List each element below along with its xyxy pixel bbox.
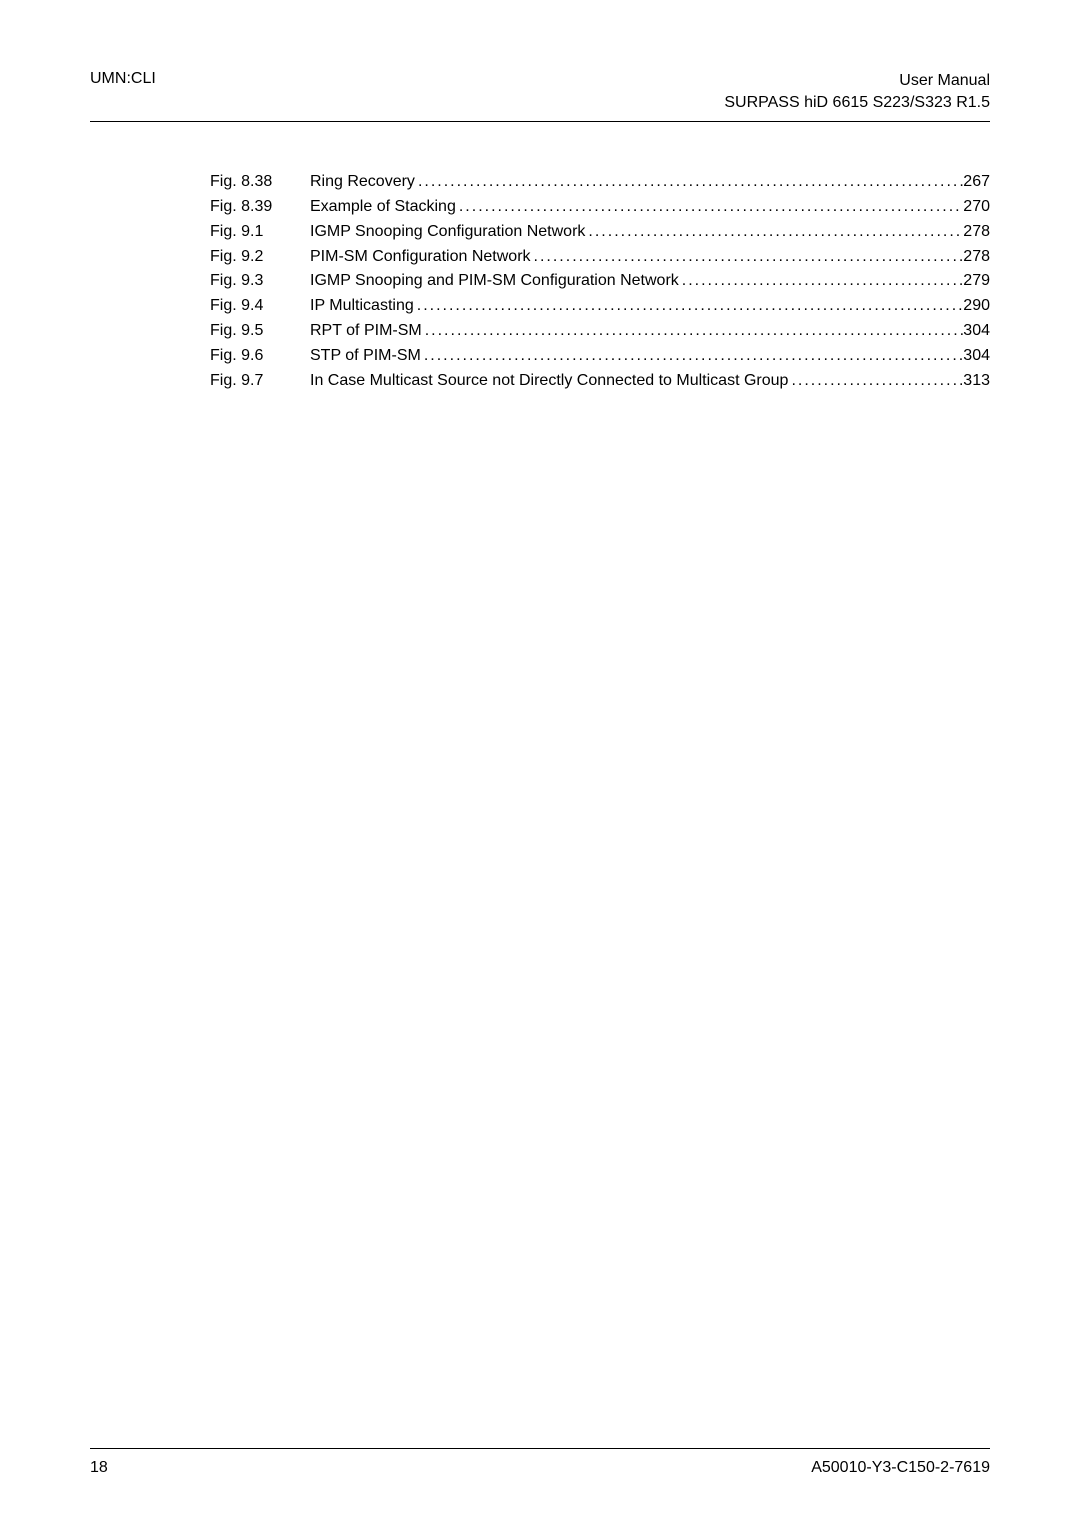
footer-content: 18 A50010-Y3-C150-2-7619 <box>90 1459 990 1477</box>
toc-figure-title: STP of PIM-SM <box>310 344 421 369</box>
toc-entry: Fig. 9.2 PIM-SM Configuration Network ..… <box>210 245 990 270</box>
toc-figure-label: Fig. 8.39 <box>210 195 310 220</box>
toc-figure-title: PIM-SM Configuration Network <box>310 245 531 270</box>
toc-page-number: 313 <box>963 369 990 394</box>
toc-entry: Fig. 9.6 STP of PIM-SM .................… <box>210 344 990 369</box>
toc-leader-dots: ........................................… <box>421 344 963 369</box>
header-right-line1: User Manual <box>724 70 990 92</box>
header-left-title: UMN:CLI <box>90 70 156 88</box>
toc-leader-dots: ........................................… <box>415 170 963 195</box>
toc-figure-title: Ring Recovery <box>310 170 415 195</box>
toc-entry: Fig. 9.7 In Case Multicast Source not Di… <box>210 369 990 394</box>
toc-leader-dots: ........................................… <box>456 195 963 220</box>
toc-leader-dots: ........................................… <box>679 269 964 294</box>
toc-list: Fig. 8.38 Ring Recovery ................… <box>210 170 990 393</box>
footer-divider <box>90 1448 990 1449</box>
toc-leader-dots: ........................................… <box>422 319 964 344</box>
toc-leader-dots: ........................................… <box>585 220 963 245</box>
toc-entry: Fig. 9.5 RPT of PIM-SM .................… <box>210 319 990 344</box>
toc-figure-title: RPT of PIM-SM <box>310 319 422 344</box>
toc-figure-label: Fig. 9.1 <box>210 220 310 245</box>
toc-entry: Fig. 8.39 Example of Stacking ..........… <box>210 195 990 220</box>
toc-leader-dots: ........................................… <box>414 294 964 319</box>
toc-figure-label: Fig. 9.6 <box>210 344 310 369</box>
toc-page-number: 290 <box>963 294 990 319</box>
header-right-block: User Manual SURPASS hiD 6615 S223/S323 R… <box>724 70 990 113</box>
toc-figure-label: Fig. 9.7 <box>210 369 310 394</box>
toc-leader-dots: ........................................… <box>788 369 963 394</box>
toc-figure-label: Fig. 9.3 <box>210 269 310 294</box>
footer-page-number: 18 <box>90 1459 108 1477</box>
toc-page-number: 278 <box>963 220 990 245</box>
page-header: UMN:CLI User Manual SURPASS hiD 6615 S22… <box>90 70 990 113</box>
toc-figure-title: IP Multicasting <box>310 294 414 319</box>
header-divider <box>90 121 990 122</box>
toc-entry: Fig. 9.4 IP Multicasting ...............… <box>210 294 990 319</box>
toc-page-number: 267 <box>963 170 990 195</box>
toc-figure-title: In Case Multicast Source not Directly Co… <box>310 369 788 394</box>
toc-page-number: 304 <box>963 344 990 369</box>
page-footer: 18 A50010-Y3-C150-2-7619 <box>90 1448 990 1477</box>
toc-figure-label: Fig. 9.2 <box>210 245 310 270</box>
toc-entry: Fig. 9.1 IGMP Snooping Configuration Net… <box>210 220 990 245</box>
toc-entry: Fig. 9.3 IGMP Snooping and PIM-SM Config… <box>210 269 990 294</box>
header-right-line2: SURPASS hiD 6615 S223/S323 R1.5 <box>724 92 990 114</box>
footer-doc-id: A50010-Y3-C150-2-7619 <box>811 1459 990 1477</box>
toc-figure-label: Fig. 9.4 <box>210 294 310 319</box>
toc-figure-label: Fig. 8.38 <box>210 170 310 195</box>
toc-leader-dots: ........................................… <box>531 245 964 270</box>
toc-figure-title: IGMP Snooping and PIM-SM Configuration N… <box>310 269 679 294</box>
toc-figure-title: Example of Stacking <box>310 195 456 220</box>
toc-figure-label: Fig. 9.5 <box>210 319 310 344</box>
toc-page-number: 279 <box>963 269 990 294</box>
toc-page-number: 304 <box>963 319 990 344</box>
toc-page-number: 278 <box>963 245 990 270</box>
page-container: UMN:CLI User Manual SURPASS hiD 6615 S22… <box>0 0 1080 1527</box>
toc-entry: Fig. 8.38 Ring Recovery ................… <box>210 170 990 195</box>
toc-page-number: 270 <box>963 195 990 220</box>
toc-figure-title: IGMP Snooping Configuration Network <box>310 220 585 245</box>
